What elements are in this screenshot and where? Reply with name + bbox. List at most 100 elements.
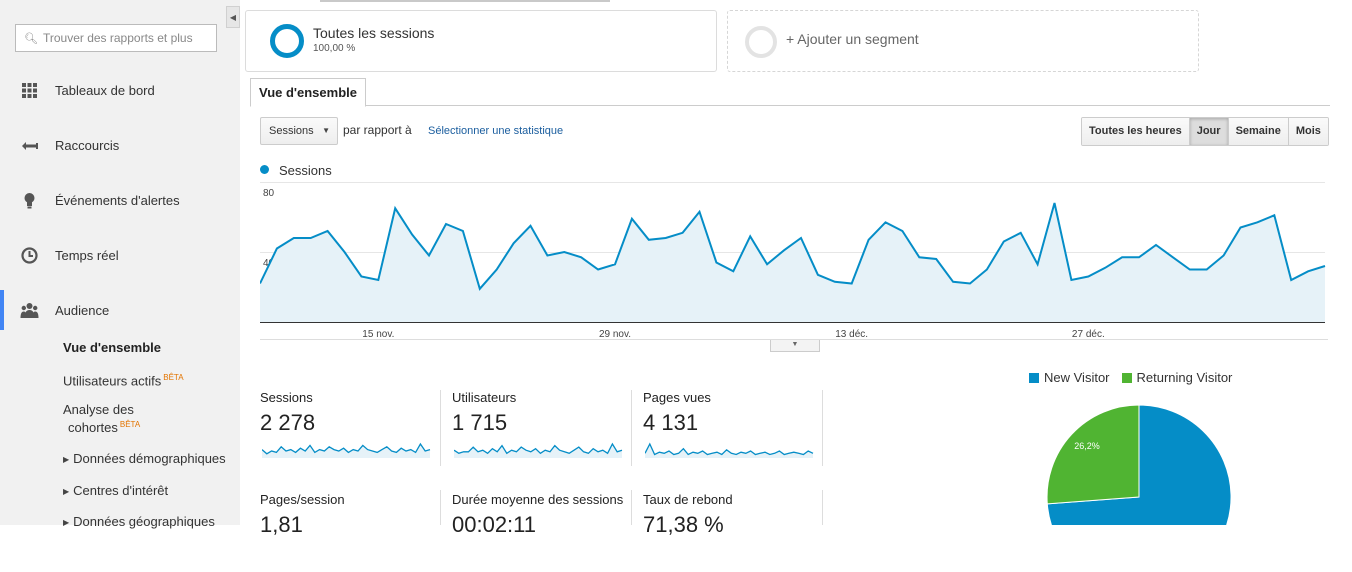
stat-value: 4 131 [643,410,699,435]
legend-swatch [1029,372,1039,383]
caret-down-icon: ▼ [322,126,330,135]
sparkline [454,442,623,458]
time-button-day[interactable]: Jour [1188,118,1228,145]
divider [822,490,823,525]
sidebar-item-label: Tableaux de bord [55,82,155,98]
chart-resize-handle[interactable]: ▼ [770,340,820,352]
legend-swatch [1121,372,1132,383]
sidebar-subitem-overview[interactable]: Vue d'ensemble [63,340,161,355]
select-metric-link[interactable]: Sélectionner une statistique [428,125,564,137]
sidebar-item-audience[interactable]: Audience [0,290,240,330]
divider [631,390,632,466]
search-input[interactable] [42,31,213,45]
tab-bar: Vue d'ensemble [240,77,1352,107]
time-button-hourly[interactable]: Toutes les heures [1082,118,1189,145]
chevron-left-icon: ◀ [229,12,237,22]
top-progress-line [240,0,1352,4]
legend-item-new-visitor[interactable]: New Visitor [1029,370,1110,385]
stat-label: Sessions [260,390,313,405]
stat-label: Taux de rebond [643,492,733,507]
grid-icon [22,83,37,98]
chevron-down-icon: ▼ [791,341,799,348]
sparkline-line [645,442,814,456]
segment-title: Toutes les sessions [313,25,435,41]
stat-value: 1,81 [260,512,303,537]
add-segment-label: + Ajouter un segment [786,31,919,47]
sidebar-subitem-label: Utilisateurs actifs [63,373,162,389]
sidebar-subitem-label: Analyse des [63,402,134,417]
time-button-month[interactable]: Mois [1287,118,1328,145]
time-button-week[interactable]: Semaine [1227,118,1288,145]
sidebar-subitem-interests[interactable]: ▶ Centres d'intérêt [63,483,168,499]
expand-triangle-icon: ▶ [63,518,70,527]
divider [631,490,632,525]
beta-badge: BÊTA [119,420,141,429]
expand-triangle-icon: ▶ [63,455,70,464]
stat-value: 00:02:11 [452,512,537,537]
stat-pages-per-session[interactable]: Pages/session 1,81 [260,492,440,572]
tab-overview[interactable]: Vue d'ensemble [250,78,366,107]
stat-value: 2 278 [260,410,316,435]
sidebar-item-label: Raccourcis [55,137,120,153]
metric-dropdown[interactable]: Sessions ▼ [260,117,338,145]
sidebar-item-label: Audience [55,302,110,318]
people-icon [20,303,39,318]
beta-badge: BÊTA [163,373,184,382]
divider [440,490,441,525]
time-granularity-group: Toutes les heures Jour Semaine Mois [1081,117,1329,146]
stat-bounce-rate[interactable]: Taux de rebond 71,38 % [643,492,823,572]
sidebar-subitem-label: Données géographiques [73,514,215,529]
series-line [260,202,1326,291]
sidebar-subitem-label: Données démographiques [73,451,226,466]
lightbulb-icon [24,193,35,209]
sparkline-line [454,442,623,455]
visitor-pie-chart[interactable]: 26,2% [1047,402,1233,525]
sidebar-item-label: Événements d'alertes [55,192,180,208]
pie-slice-label: 26,2% [1074,441,1100,451]
stat-value: 1 715 [452,410,508,435]
sidebar-subitem-cohort-analysis[interactable]: Analyse des cohortes BÊTA [63,402,140,435]
sidebar-item-realtime[interactable]: Temps réel [0,235,240,275]
segment-all-sessions[interactable]: Toutes les sessions 100,00 % [245,10,717,72]
sidebar-subitem-active-users[interactable]: Utilisateurs actifs BÊTA [63,370,184,388]
stat-value: 71,38 % [643,512,724,537]
x-tick-label: 27 déc. [1072,329,1105,340]
sidebar-subitem-geo[interactable]: ▶ Données géographiques [63,514,215,530]
stat-sessions[interactable]: Sessions 2 278 [260,390,440,470]
stat-label: Durée moyenne des sessions [452,492,624,507]
search-field[interactable]: 🔍︎ [15,24,217,52]
sparkline [262,442,431,458]
sidebar: 🔍︎ Tableaux de bord Raccourcis Événement… [0,0,240,529]
clock-icon [21,247,38,264]
sidebar-item-alerts[interactable]: Événements d'alertes [0,180,240,220]
legend-item-returning-visitor[interactable]: Returning Visitor [1121,370,1233,385]
sidebar-item-shortcuts[interactable]: Raccourcis [0,125,240,165]
sidebar-item-dashboards[interactable]: Tableaux de bord [0,70,240,110]
expand-triangle-icon: ▶ [63,487,70,496]
legend-label: Returning Visitor [1136,370,1233,385]
stat-users[interactable]: Utilisateurs 1 715 [452,390,632,470]
sidebar-subitem-demographics[interactable]: ▶ Données démographiques [63,451,226,467]
stat-avg-session-duration[interactable]: Durée moyenne des sessions 00:02:11 [452,492,632,572]
divider [440,390,441,466]
x-tick-label: 29 nov. [599,329,631,340]
metric-dropdown-label: Sessions [269,125,314,137]
segment-ring-icon [270,24,304,58]
sidebar-subitem-label: Centres d'intérêt [73,483,169,498]
divider [320,0,610,2]
search-icon: 🔍︎ [24,32,38,45]
collapse-sidebar-button[interactable]: ◀ [226,6,240,28]
legend-label: New Visitor [1044,370,1110,385]
add-segment-button[interactable]: + Ajouter un segment [727,10,1199,72]
legend-marker [260,165,269,174]
pie-slice [1047,404,1140,505]
divider [250,105,1330,106]
pie-legend: New Visitor Returning Visitor [1029,370,1232,385]
x-tick-label: 13 déc. [835,329,868,340]
sparkline-line [262,442,431,455]
chart-legend-label: Sessions [279,163,332,178]
stat-pageviews[interactable]: Pages vues 4 131 [643,390,823,470]
shortcut-arrow-icon [22,142,38,150]
sidebar-subitem-label: cohortes [68,420,118,436]
